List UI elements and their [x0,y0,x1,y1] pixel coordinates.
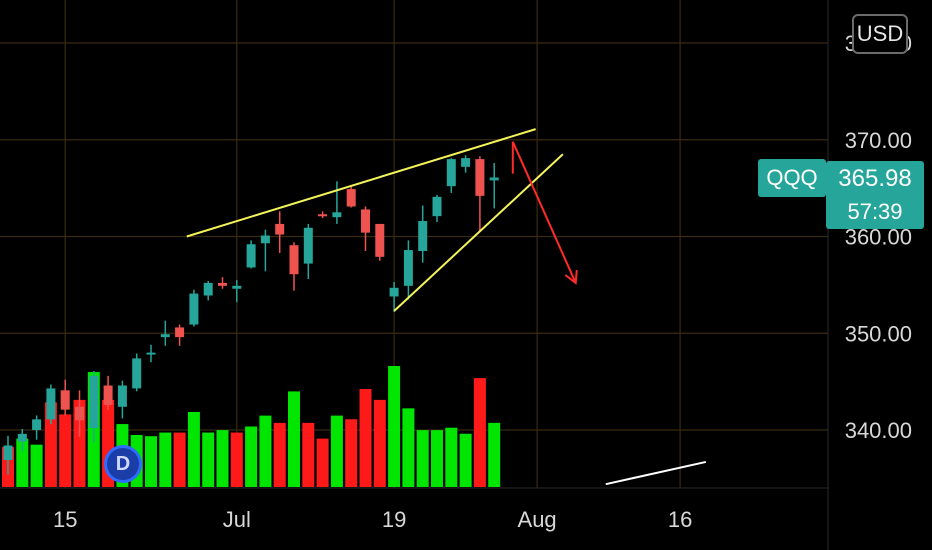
last-price-tag: 365.98 57:39 [826,161,924,229]
volume-bars [2,366,501,487]
trendline-0[interactable] [186,128,536,238]
chart-grid [0,0,829,550]
volume-bar-12 [173,432,186,487]
candle-body-7 [103,385,113,405]
volume-bar-27 [388,366,401,487]
candle-body-34 [489,177,499,181]
candle-body-4 [60,390,70,410]
candle-body-25 [361,209,370,233]
volume-bar-11 [159,432,172,487]
volume-bar-31 [445,427,458,487]
candle-body-23 [332,212,342,218]
candle-body-10 [146,352,156,355]
volume-bar-23 [330,415,343,487]
volume-bar-10 [145,436,157,487]
price-tick-label: 350.00 [845,321,912,346]
down-arrow-shaft[interactable] [511,141,577,284]
symbol-tag: QQQ [758,159,826,197]
volume-bar-4 [59,414,72,487]
candle-body-32 [461,158,471,167]
volume-bar-5 [73,399,86,487]
volume-bar-30 [431,430,443,487]
volume-bar-13 [187,411,200,487]
candle-body-17 [246,244,256,268]
candle-body-20 [289,245,299,275]
candle-body-2 [32,419,42,430]
volume-bar-21 [302,422,315,487]
chart-drawings[interactable] [186,128,707,486]
candle-body-24 [346,189,356,207]
down-arrow-head[interactable] [564,269,578,285]
volume-bar-28 [402,408,415,487]
candle-body-22 [318,214,328,217]
volume-bar-19 [273,422,286,487]
volume-bar-2 [30,444,43,487]
candle-body-29 [418,221,428,252]
volume-bar-34 [488,422,501,487]
candle-body-33 [475,159,485,196]
volume-bar-1 [16,438,29,487]
time-tick-label: 19 [382,507,406,532]
price-tick-label: 370.00 [845,128,912,153]
candle-body-9 [132,358,142,389]
time-tick-label: 15 [53,507,77,532]
candle-body-21 [303,227,313,264]
volume-bar-26 [373,399,386,487]
time-tick-label: 16 [668,507,692,532]
volume-bar-16 [230,432,243,487]
candle-body-16 [232,285,242,289]
candle-body-14 [203,282,213,296]
volume-bar-29 [416,430,429,487]
candle-body-6 [89,375,99,429]
volume-bar-20 [288,391,300,487]
candle-body-1 [17,433,27,442]
time-tick-label: Aug [518,507,557,532]
candle-body-13 [189,293,199,325]
volume-bar-24 [345,419,358,487]
last-price-value: 365.98 [838,165,912,192]
volume-bar-25 [359,388,372,487]
candle-body-18 [260,235,270,244]
volume-bar-15 [216,430,229,487]
candlestick-series [3,155,499,475]
volume-bar-22 [316,438,329,487]
volume-bar-18 [259,415,272,487]
candle-body-15 [218,282,227,286]
candle-body-28 [403,250,413,286]
volume-bar-32 [459,433,472,487]
candle-body-30 [432,196,442,217]
trendline-2[interactable] [605,460,707,486]
candle-body-27 [389,287,399,297]
candle-body-31 [446,159,456,187]
volume-bar-33 [473,378,486,487]
candle-body-12 [175,327,185,338]
currency-button[interactable]: USD [852,14,908,54]
price-tick-label: 340.00 [845,418,912,443]
candle-body-3 [46,388,56,420]
volume-bar-3 [44,402,57,487]
trendline-1[interactable] [393,153,564,312]
volume-bar-17 [245,426,258,487]
candle-body-26 [375,223,385,257]
candle-body-8 [117,385,127,407]
time-tick-label: Jul [223,507,251,532]
candle-body-0 [3,445,13,460]
time-axis[interactable]: 15 Jul 19 Aug 16 [53,507,692,532]
candle-body-5 [75,406,84,421]
candle-body-19 [275,223,285,235]
dividend-marker[interactable]: D [104,445,142,483]
bar-countdown: 57:39 [847,199,903,224]
candle-body-11 [160,334,170,338]
volume-bar-14 [202,432,215,487]
